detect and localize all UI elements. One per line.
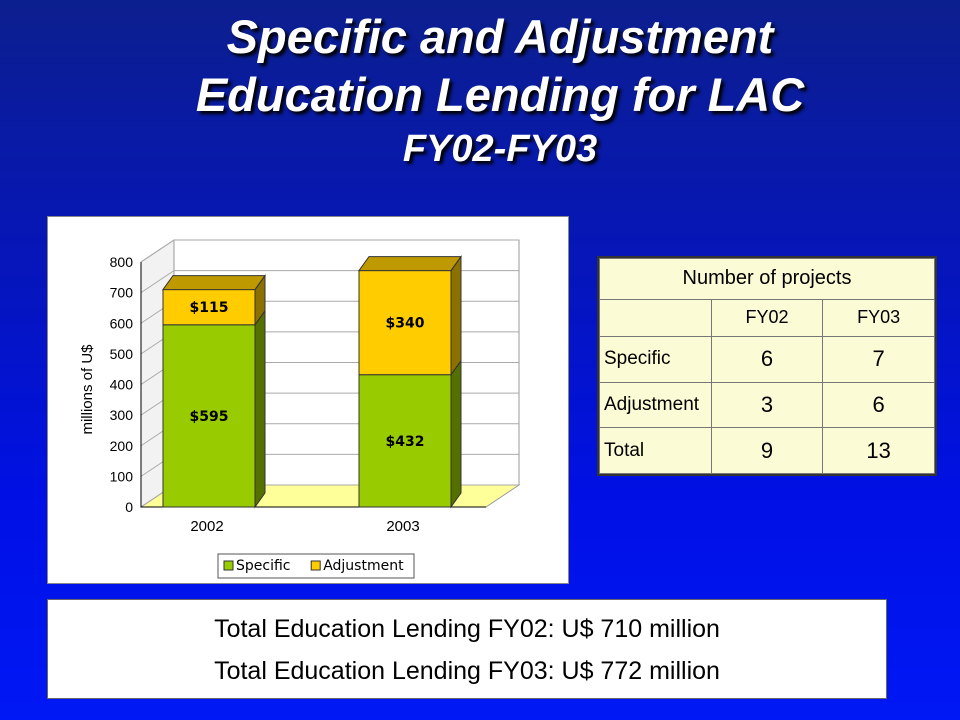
cell-total-fy03: 13 — [822, 427, 935, 474]
title-line-1: Specific and Adjustment — [226, 10, 774, 63]
title-line-2: Education Lending for LAC — [195, 68, 805, 121]
row-label-specific: Specific — [599, 335, 712, 383]
bar-side — [450, 359, 462, 509]
y-tick-label: 700 — [110, 285, 134, 301]
bar-specific-2003 — [358, 374, 452, 508]
slide-title: Specific and Adjustment Education Lendin… — [0, 8, 960, 174]
y-tick-label: 100 — [110, 468, 134, 484]
total-fy02: Total Education Lending FY02: U$ 710 mil… — [214, 615, 720, 643]
y-tick-label: 400 — [110, 377, 134, 393]
y-tick-label: 500 — [110, 346, 134, 362]
table-row: Specific 6 7 — [599, 335, 935, 383]
y-tick-label: 0 — [125, 499, 133, 515]
cell-specific-fy02: 6 — [710, 335, 824, 383]
row-label-adjustment: Adjustment — [599, 381, 712, 429]
y-tick-label: 200 — [110, 438, 134, 454]
cell-specific-fy03: 7 — [822, 335, 935, 383]
y-tick-label: 800 — [110, 254, 134, 270]
x-tick-label: 2003 — [386, 518, 419, 535]
projects-table: Number of projects FY02 FY03 Specific 6 … — [597, 256, 937, 476]
cell-total-fy02: 9 — [710, 427, 824, 474]
y-tick-label: 600 — [110, 315, 134, 331]
cell-adjustment-fy02: 3 — [710, 381, 824, 429]
gridline — [140, 239, 519, 263]
y-tick-label: 300 — [110, 407, 134, 423]
data-label: $595 — [190, 409, 229, 425]
cell-adjustment-fy03: 6 — [822, 381, 935, 429]
bar-adjustment-2002 — [162, 289, 256, 326]
legend-label: Specific — [236, 558, 291, 574]
table-caption: Number of projects — [599, 258, 935, 300]
bar-top — [162, 275, 266, 291]
data-label: $340 — [386, 316, 425, 332]
bar-top — [358, 256, 462, 272]
title-line-3: FY02-FY03 — [402, 128, 598, 170]
bar-adjustment-2003 — [358, 270, 452, 376]
chart-svg: 0 100 200 300 400 500 600 700 800 millions of U$ $… — [79, 239, 521, 579]
bar-side — [450, 255, 462, 377]
totals-box: Total Education Lending FY02: U$ 710 mil… — [47, 599, 887, 699]
row-label-total: Total — [599, 427, 712, 474]
y-axis-title: millions of U$ — [79, 344, 96, 435]
lending-chart: 0 100 200 300 400 500 600 700 800 millions of U$ $… — [47, 216, 569, 584]
table-col-fy03: FY03 — [822, 298, 935, 337]
table-row: Adjustment 3 6 — [599, 381, 935, 429]
data-label: $115 — [190, 300, 229, 316]
legend-swatch — [223, 560, 234, 571]
total-fy03: Total Education Lending FY03: U$ 772 mil… — [214, 657, 720, 685]
x-tick-label: 2002 — [190, 518, 223, 535]
table-col-fy02: FY02 — [710, 298, 824, 337]
legend-swatch — [310, 560, 321, 571]
bar-side — [254, 309, 266, 509]
legend-label: Adjustment — [323, 558, 404, 574]
table-row: Total 9 13 — [599, 427, 935, 474]
table-corner-cell — [599, 298, 712, 337]
data-label: $432 — [386, 434, 425, 450]
